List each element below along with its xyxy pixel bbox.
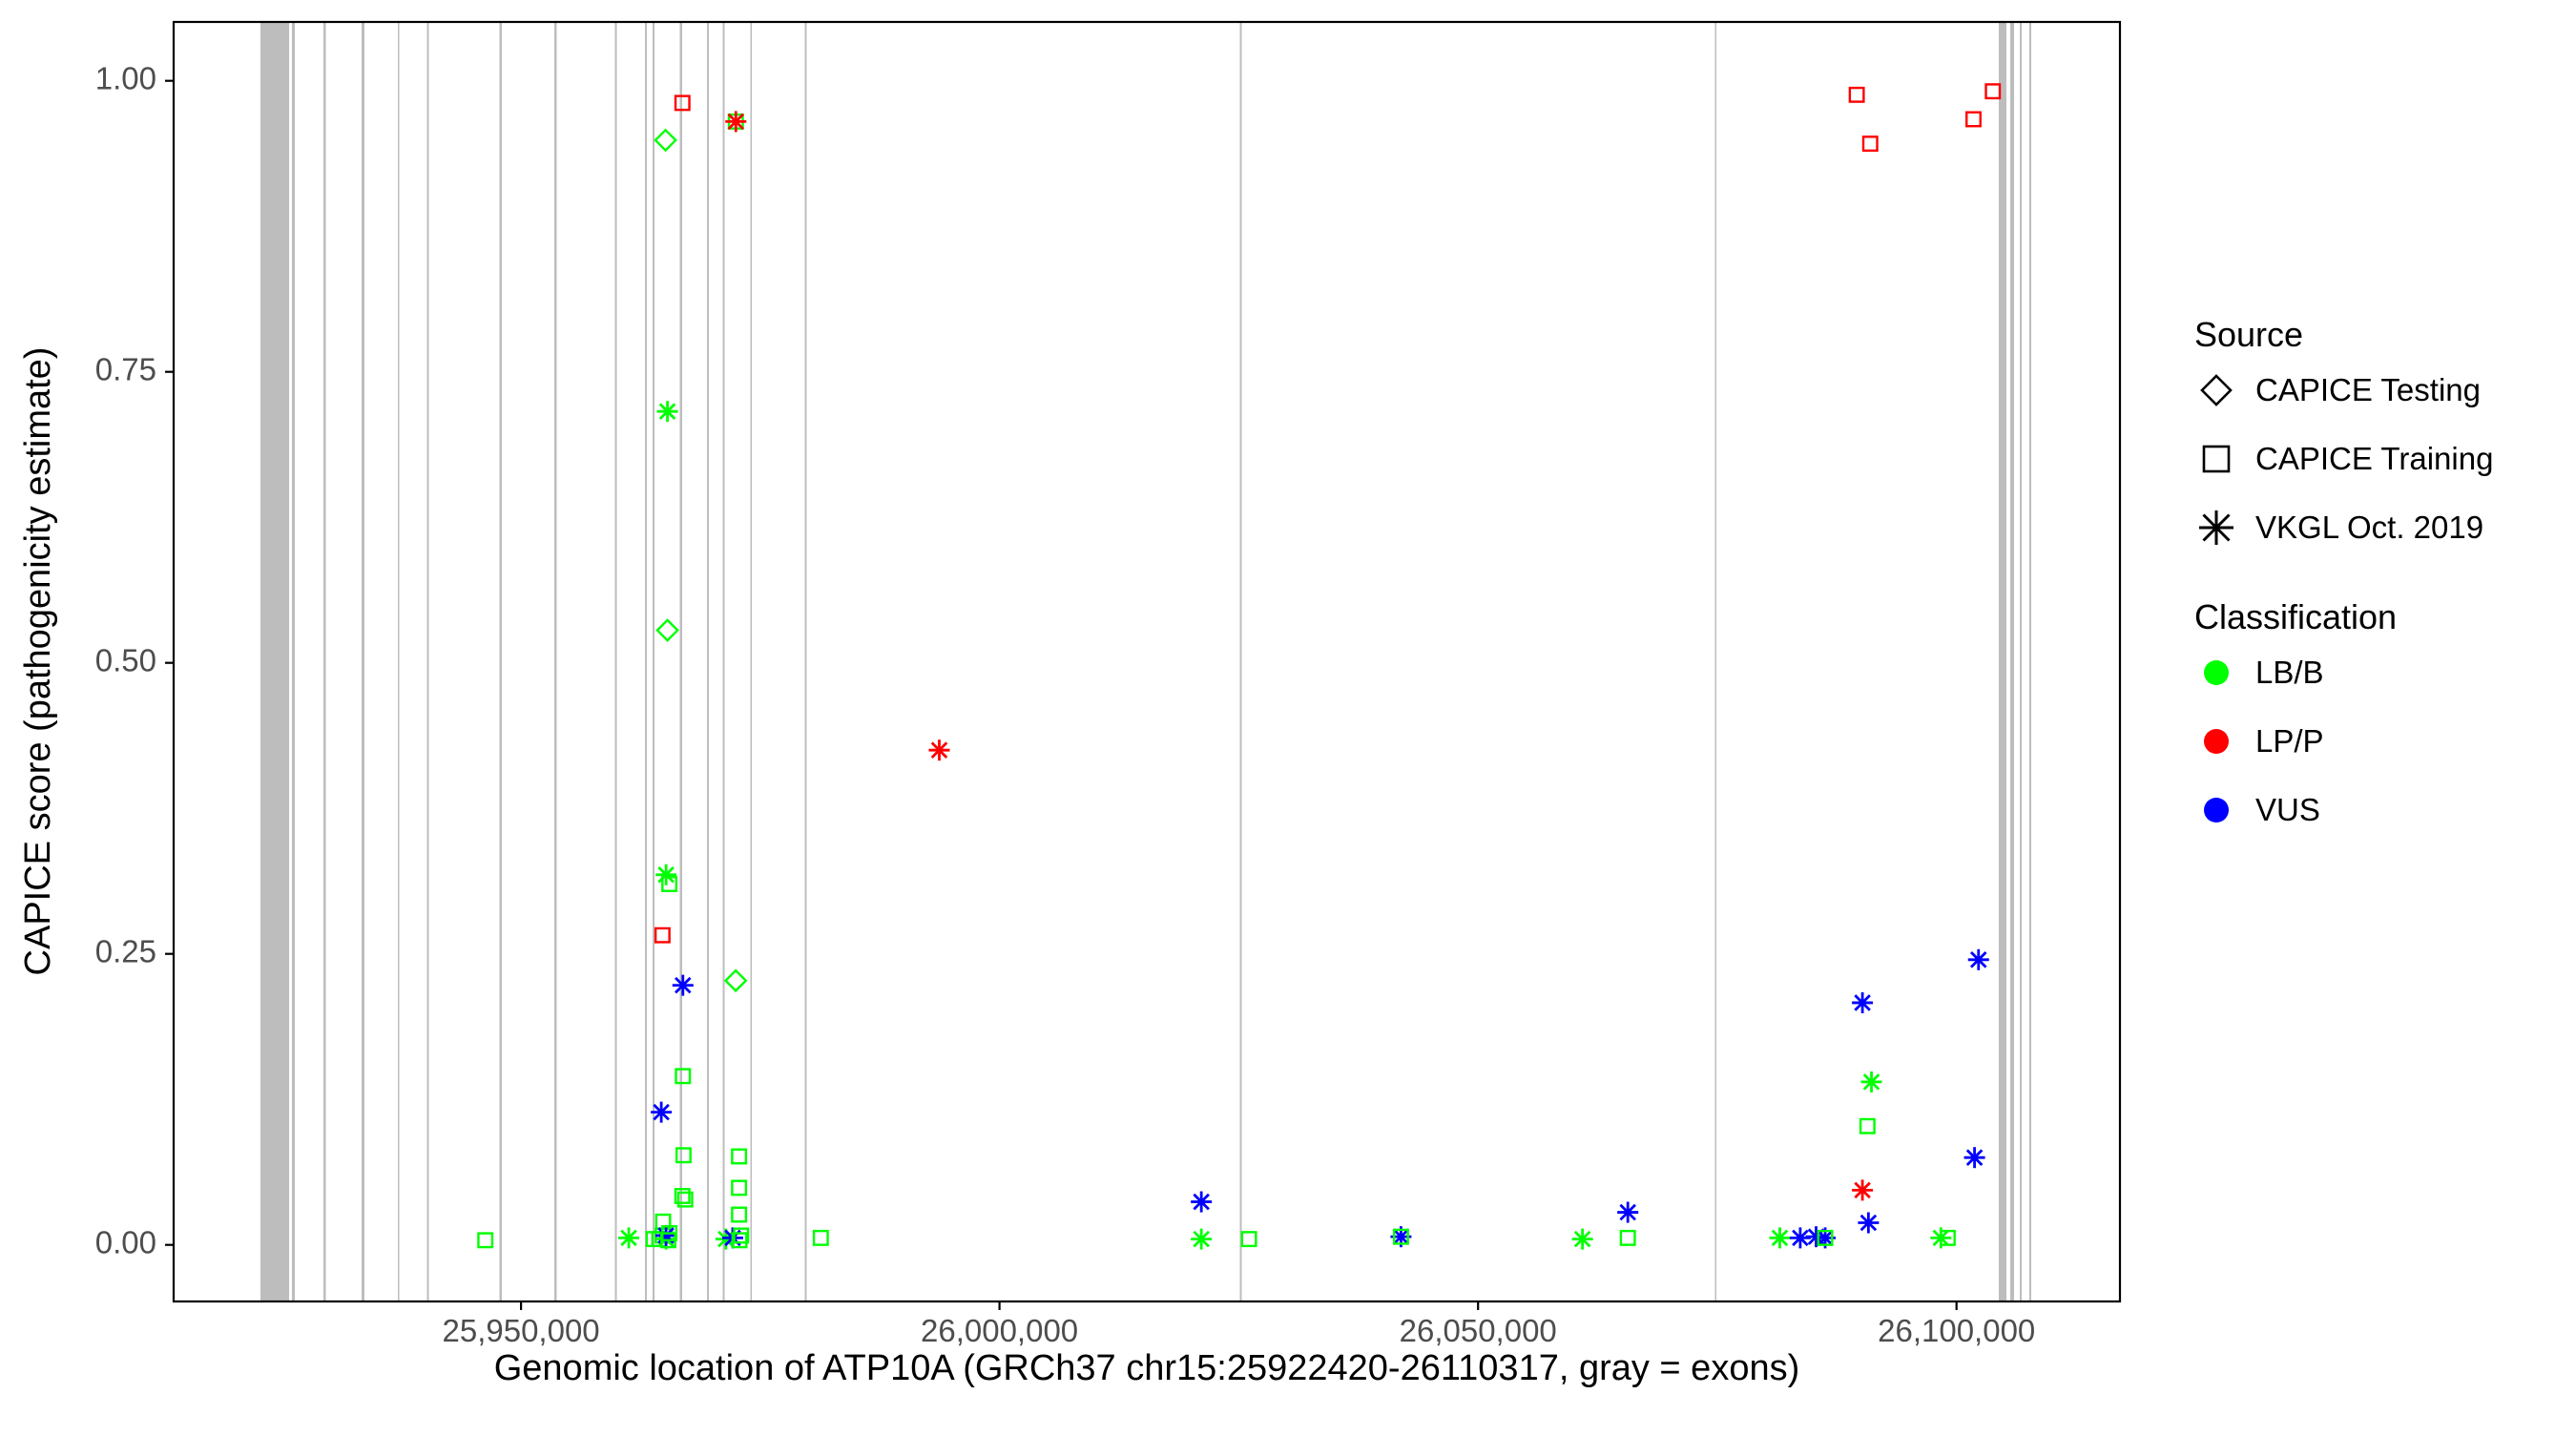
svg-text:26,050,000: 26,050,000	[1400, 1313, 1557, 1348]
svg-text:25,950,000: 25,950,000	[443, 1313, 600, 1348]
svg-text:0.50: 0.50	[95, 643, 156, 678]
svg-text:26,000,000: 26,000,000	[921, 1313, 1078, 1348]
svg-text:26,100,000: 26,100,000	[1878, 1313, 2035, 1348]
svg-text:0.75: 0.75	[95, 352, 156, 387]
svg-text:0.25: 0.25	[95, 934, 156, 969]
svg-text:1.00: 1.00	[95, 61, 156, 96]
svg-text:0.00: 0.00	[95, 1225, 156, 1260]
